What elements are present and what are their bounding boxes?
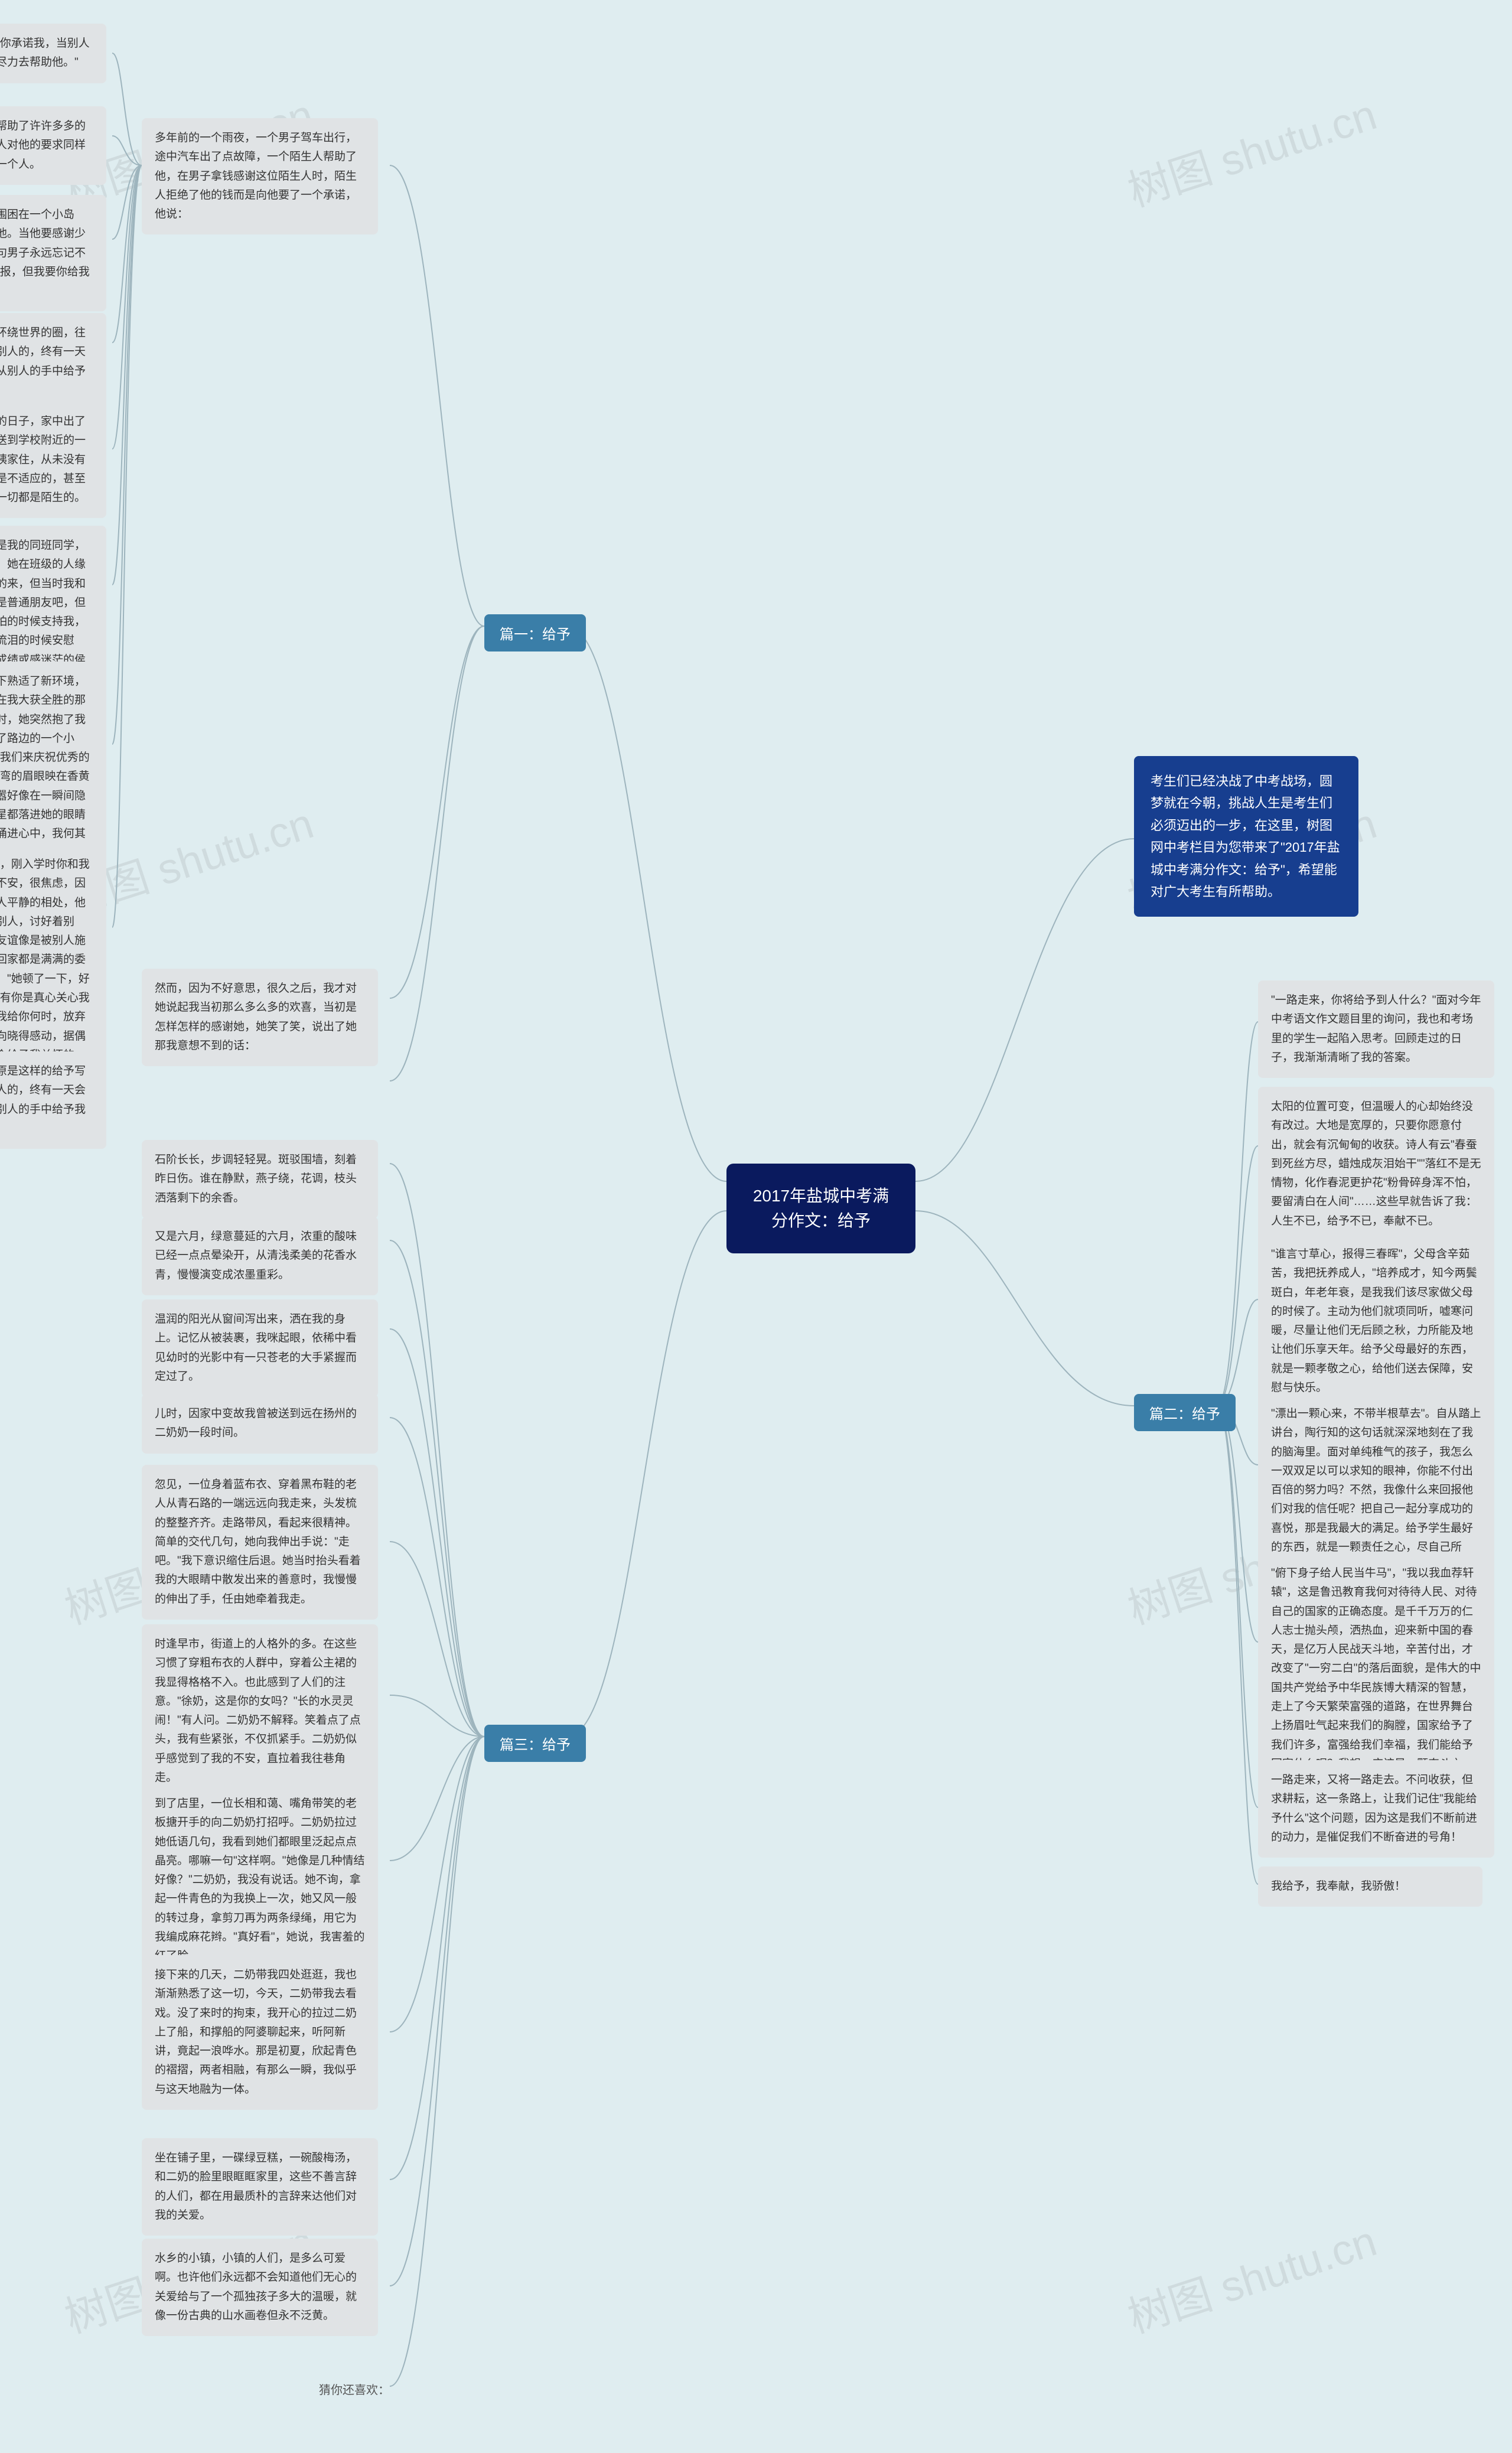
s1-leaf-3: 给予将爱串成了一个环绕世界的圈，往复不息。我们所给与别人的，终有一天会以一种温暖… <box>0 313 106 411</box>
s2-leaf-0: "一路走来，你将给予到人什么？"面对今年中考语文作文题目里的询问，我也和考场里的… <box>1258 980 1494 1078</box>
s2-leaf-1: 太阳的位置可变，但温暖人的心却始终没有改过。大地是宽厚的，只要你愿意付出，就会有… <box>1258 1087 1494 1242</box>
s1-leaf-9: 这世上的爱与美好，原是这样的给予写成的，我们所给与别人的，终有一天会以一种温暖的… <box>0 1051 106 1149</box>
s1-leaf-0: "我不要求回报，我要你承诺我，当别人也有困难时，你也要尽力去帮助他。" <box>0 24 106 83</box>
s3-leaf-2: 温润的阳光从窗间泻出来，洒在我的身上。记忆从被装裹，我咪起眼，依稀中看见幼时的光… <box>142 1299 378 1397</box>
s3-leaf-7: 接下来的几天，二奶带我四处逛逛，我也渐渐熟悉了这一切，今天，二奶带我去看戏。没了… <box>142 1955 378 2110</box>
s3-leaf-1: 又是六月，绿意蔓延的六月，浓重的酸味已经一点点晕染开，从清浅柔美的花香水青，慢慢… <box>142 1217 378 1295</box>
s3-leaf-3: 儿时，因家中变故我曾被送到远在扬州的二奶奶一段时间。 <box>142 1394 378 1454</box>
s3-leaf-9: 水乡的小镇，小镇的人们，是多么可爱啊。也许他们永远都不会知道他们无心的关爱给与了… <box>142 2239 378 2336</box>
intro-text: 考生们已经决战了中考战场，圆梦就在今朝，挑战人生是考生们必须迈出的一步，在这里，… <box>1134 756 1358 917</box>
s1-leaf-8: 然而，因为不好意思，很久之后，我才对她说起我当初那么多么多的欢喜，当初是怎样怎样… <box>142 969 378 1066</box>
s1-leaf-4: 我曾有过一段很黑暗的日子，家中出了点变故，我不得已被送到学校附近的一个小区寄宿学… <box>0 402 106 518</box>
s1-leaf-2: 几年后，男子被海难围困在一个小岛上，一位少年帮助了他。当他要感谢少年时，少年说出… <box>0 195 106 311</box>
s3-leaf-6: 到了店里，一位长相和蔼、嘴角带笑的老板搪开手的向二奶奶打招呼。二奶奶拉过她低语几… <box>142 1784 378 1977</box>
s3-leaf-4: 忽见，一位身着蓝布衣、穿着黑布鞋的老人从青石路的一端远远向我走来，头发梳的整整齐… <box>142 1465 378 1620</box>
s3-leaf-8: 坐在铺子里，一碟绿豆糕，一碗酸梅汤，和二奶的脸里眼眶眶家里，这些不善言辞的人们，… <box>142 2138 378 2236</box>
s2-leaf-5: 一路走来，又将一路走去。不问收获，但求耕耘，这一条路上，让我们记住"我能给予什么… <box>1258 1760 1494 1858</box>
watermark: 树图 shutu.cn <box>1119 2206 1383 2345</box>
section-3[interactable]: 篇三：给予 <box>484 1725 586 1762</box>
section-2[interactable]: 篇二：给予 <box>1134 1394 1236 1431</box>
s3-leaf-5: 时逢早市，街道上的人格外的多。在这些习惯了穿粗布衣的人群中，穿着公主裙的我显得格… <box>142 1624 378 1798</box>
watermark: 树图 shutu.cn <box>1119 80 1383 219</box>
center-title: 2017年盐城中考满分作文：给予 <box>726 1164 915 1253</box>
s2-leaf-2: "谁言寸草心，报得三春晖"，父母含辛茹苦，我把抚养成人，"培养成才，知今两鬓斑白… <box>1258 1234 1494 1408</box>
s1-sub: 多年前的一个雨夜，一个男子驾车出行，途中汽车出了点故障，一个陌生人帮助了他，在男… <box>142 118 378 234</box>
footer-text: 猜你还喜欢： <box>319 2380 390 2397</box>
s1-leaf-1: 后来的日子里，男子帮助了许许多多的人，并且将那位陌生人对他的要求同样告诉了他所帮… <box>0 106 106 185</box>
s2-leaf-6: 我给予，我奉献，我骄傲！ <box>1258 1866 1482 1907</box>
s3-leaf-0: 石阶长长，步调轻轻晃。斑驳围墙，刻着昨日伤。谁在静默，燕子绕，花调，枝头洒落剩下… <box>142 1140 378 1219</box>
section-1[interactable]: 篇一：给予 <box>484 614 586 651</box>
